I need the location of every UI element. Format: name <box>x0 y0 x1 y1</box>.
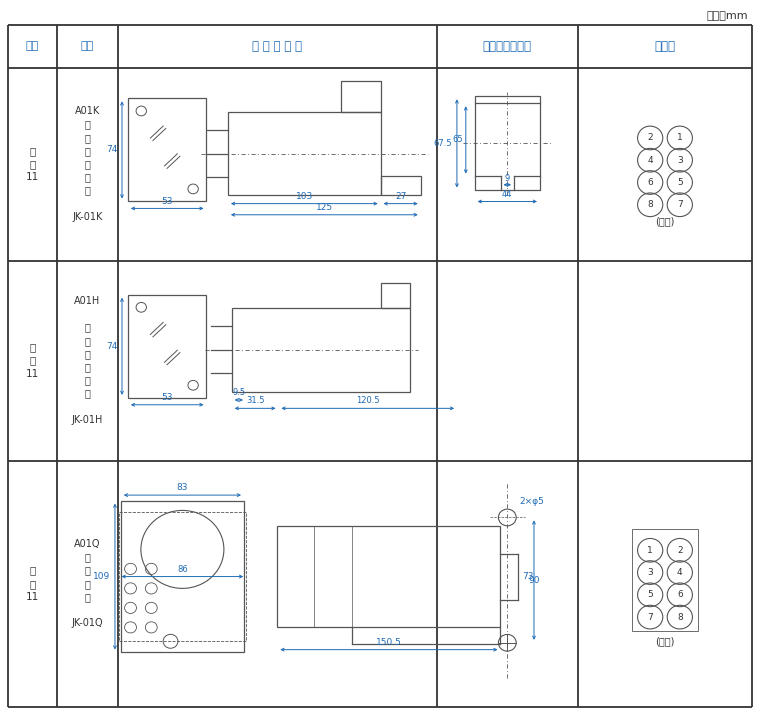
Text: (前视): (前视) <box>655 637 675 647</box>
Text: 9.5: 9.5 <box>233 388 245 397</box>
Text: 5: 5 <box>677 178 682 187</box>
Text: 109: 109 <box>93 572 110 581</box>
Text: 图号: 图号 <box>26 41 39 51</box>
Text: 83: 83 <box>176 483 188 492</box>
Text: 9: 9 <box>505 174 510 183</box>
Text: 1: 1 <box>677 134 682 143</box>
Text: 附
图
11: 附 图 11 <box>26 565 39 602</box>
Text: 2: 2 <box>677 545 682 555</box>
Bar <box>232 308 410 391</box>
Text: 3: 3 <box>648 568 653 577</box>
Bar <box>128 295 207 398</box>
Bar <box>381 176 421 195</box>
Text: 125: 125 <box>315 203 333 212</box>
Text: 5: 5 <box>648 590 653 599</box>
Bar <box>475 96 540 191</box>
Text: 结构: 结构 <box>81 41 94 51</box>
Text: 7: 7 <box>677 200 682 209</box>
Text: 73: 73 <box>522 572 534 581</box>
Text: 2: 2 <box>648 134 653 143</box>
Text: 8: 8 <box>648 200 653 209</box>
Bar <box>228 111 381 195</box>
Text: 27: 27 <box>395 192 407 201</box>
Text: 31.5: 31.5 <box>246 396 264 406</box>
Text: 53: 53 <box>161 196 173 206</box>
Text: 端子图: 端子图 <box>654 40 676 53</box>
Text: 74: 74 <box>106 146 118 154</box>
Text: 4: 4 <box>648 156 653 165</box>
Text: 53: 53 <box>161 393 173 402</box>
Text: 2×φ5: 2×φ5 <box>519 498 544 506</box>
Text: (背视): (背视) <box>655 216 675 226</box>
Text: 86: 86 <box>177 565 188 574</box>
Text: 附
图
11: 附 图 11 <box>26 343 39 378</box>
Text: 7: 7 <box>648 613 653 622</box>
Text: A01H

凸
出
板
后
接
线

JK-01H: A01H 凸 出 板 后 接 线 JK-01H <box>71 296 103 425</box>
Text: 65: 65 <box>452 136 463 144</box>
Text: 安装开孔尺寸图: 安装开孔尺寸图 <box>483 40 532 53</box>
Text: 3: 3 <box>677 156 682 165</box>
Text: 44: 44 <box>502 191 512 199</box>
Text: 附
图
11: 附 图 11 <box>26 146 39 182</box>
Text: 6: 6 <box>648 178 653 187</box>
Text: 74: 74 <box>106 342 118 351</box>
Text: 90: 90 <box>528 575 540 585</box>
Text: 外 形 尺 寸 图: 外 形 尺 寸 图 <box>252 40 302 53</box>
Text: 单位：mm: 单位：mm <box>707 11 749 21</box>
Text: A01Q
板
前
接
线

JK-01Q: A01Q 板 前 接 线 JK-01Q <box>71 539 103 628</box>
Text: 120.5: 120.5 <box>356 396 379 406</box>
Text: 4: 4 <box>677 568 682 577</box>
Bar <box>119 512 246 641</box>
Text: 8: 8 <box>677 613 682 622</box>
Text: 6: 6 <box>677 590 682 599</box>
Bar <box>121 501 244 653</box>
Text: 67.5: 67.5 <box>434 139 452 148</box>
Bar <box>277 526 500 628</box>
Text: A01K
嵌
入
式
后
接
线

JK-01K: A01K 嵌 入 式 后 接 线 JK-01K <box>72 106 103 222</box>
Bar <box>128 99 207 201</box>
Text: 103: 103 <box>296 192 313 201</box>
Text: 150.5: 150.5 <box>376 638 402 647</box>
Text: 1: 1 <box>648 545 653 555</box>
Bar <box>340 81 381 111</box>
Bar <box>632 529 698 631</box>
Bar <box>381 283 410 308</box>
